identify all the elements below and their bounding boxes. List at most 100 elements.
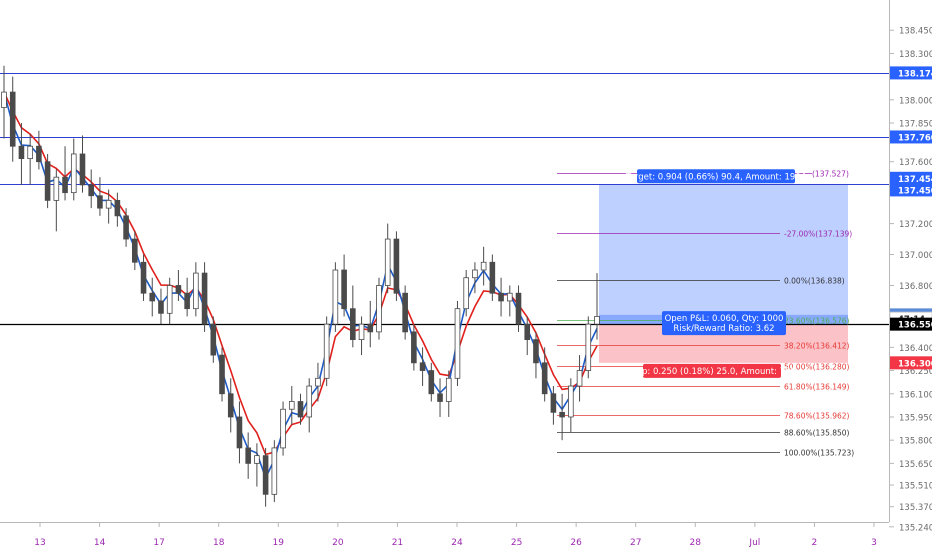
candle-body: [498, 292, 504, 302]
candle-body: [350, 308, 356, 341]
candle-body: [568, 385, 574, 418]
price-axis-badge: [890, 317, 932, 331]
price-tick-label: 138.450: [899, 27, 932, 37]
time-tick-label: 17: [153, 538, 164, 548]
fib-level-label: 23.60%(136.576): [784, 317, 850, 326]
fib-level-label: 78.60%(135.962): [784, 412, 850, 421]
price-tick-label: 137.600: [899, 158, 932, 168]
candle-body: [219, 354, 225, 395]
candle-body: [280, 408, 286, 449]
candle-body: [358, 323, 365, 341]
risk-reward-label: Risk/Reward Ratio: 3.62: [673, 324, 774, 334]
candle-body: [489, 261, 496, 294]
candle-body: [62, 176, 68, 194]
target-label: Target: 0.904 (0.66%) 90.4, Amount: 1904: [625, 172, 806, 182]
candle-body: [1, 91, 7, 108]
candle-body: [105, 199, 112, 209]
candle-body: [53, 176, 60, 201]
stop-label-box: [643, 363, 781, 378]
price-tick-label: 135.800: [899, 437, 932, 447]
candle-body: [123, 215, 129, 240]
price-axis-badge: [890, 356, 932, 370]
time-tick-label: 3: [871, 538, 877, 548]
open-pnl-label-box: [662, 311, 786, 336]
candle-body: [132, 238, 138, 263]
candle-body: [36, 145, 42, 163]
candle-body: [419, 362, 426, 371]
candle-body: [472, 269, 478, 279]
candle-body: [524, 323, 531, 341]
time-tick-label: 18: [213, 538, 225, 548]
price-tick-label: 137.000: [899, 251, 932, 261]
candle-body: [97, 195, 103, 209]
price-tick-label: 136.400: [899, 344, 932, 354]
candle-body: [480, 261, 487, 271]
stop-label: Stop: 0.250 (0.18%) 25.0, Amount: 750: [628, 367, 796, 377]
candle-body: [506, 292, 513, 302]
candle-body: [402, 292, 408, 333]
candle-body: [445, 377, 452, 402]
price-axis-badge: [890, 130, 932, 144]
fib-level-label: 61.80%(136.149): [784, 383, 850, 392]
candle-body: [541, 362, 548, 395]
price-axis-badge-label: 138.174: [898, 69, 932, 79]
price-tick-label: 138.300: [899, 50, 932, 60]
candle-body: [114, 199, 121, 217]
time-tick-label: Jul: [748, 538, 760, 548]
candle-body: [18, 145, 25, 160]
candle-body: [594, 316, 600, 325]
price-axis[interactable]: 138.450 138.300 138.174 138.000 137.850 137.7…: [889, 27, 932, 534]
price-axis-badge-label: 136.550: [898, 321, 932, 331]
time-tick-label: 28: [690, 538, 702, 548]
time-tick-label: 21: [392, 538, 403, 548]
time-tick-label: 24: [451, 538, 463, 548]
candle-body: [515, 292, 522, 325]
time-tick-label: 2: [812, 538, 818, 548]
candle-body: [585, 323, 592, 371]
candle-body: [262, 455, 269, 495]
fib-level-label: 38.20%(136.412): [784, 342, 850, 351]
candle-body: [288, 401, 295, 410]
candle-body: [393, 238, 400, 294]
time-tick-label: 14: [94, 538, 106, 548]
fib-level-label: 0.00%(136.838): [784, 277, 845, 286]
price-tick-label: 138.000: [899, 96, 932, 106]
candle-body: [323, 323, 330, 379]
price-axis-badge: [890, 66, 932, 80]
candle-body: [576, 370, 583, 387]
price-tick-label: 135.370: [899, 503, 932, 513]
price-tick-label: 135.950: [899, 413, 932, 423]
fib-level-label: -27.00%(137.139): [784, 230, 852, 239]
time-tick-label: 25: [511, 538, 522, 548]
price-tick-label: 135.650: [899, 460, 932, 470]
candle-body: [384, 238, 391, 286]
price-axis-badge-label: 137.450: [898, 186, 932, 196]
candle-body: [210, 323, 217, 356]
time-tick-label: 27: [630, 538, 641, 548]
price-tick-label: 137.200: [899, 220, 932, 230]
candle-body: [463, 277, 469, 310]
candle-body: [332, 269, 339, 325]
fib-level-label: 88.60%(135.850): [784, 429, 850, 438]
price-axis-badge-label: 137.454: [898, 175, 932, 185]
price-tick-label: 135.240: [899, 523, 932, 533]
candle-body: [297, 401, 304, 418]
candle-body: [411, 331, 417, 364]
time-axis[interactable]: 13 14 17 18 19 20 21 24 25 26 27 28 Jul 2 3: [34, 522, 877, 548]
candle-body: [271, 447, 278, 495]
candle-body: [437, 393, 443, 402]
position-labels: Target: 0.904 (0.66%) 90.4, Amount: 1904…: [625, 169, 806, 378]
candle-body: [88, 184, 95, 197]
price-tick-label: 136.250: [899, 367, 932, 377]
fib-level-label: (137.527): [812, 170, 849, 179]
candle-body: [149, 292, 156, 302]
candle-body: [227, 393, 234, 418]
candle-body: [428, 370, 435, 395]
position-tool[interactable]: [599, 184, 848, 363]
target-zone[interactable]: [599, 184, 848, 325]
candle-body: [245, 447, 251, 464]
price-tick-label: 136.100: [899, 390, 932, 400]
open-pnl-label: Open P&L: 0.060, Qty: 1000: [665, 314, 784, 324]
candle-body: [193, 272, 199, 310]
